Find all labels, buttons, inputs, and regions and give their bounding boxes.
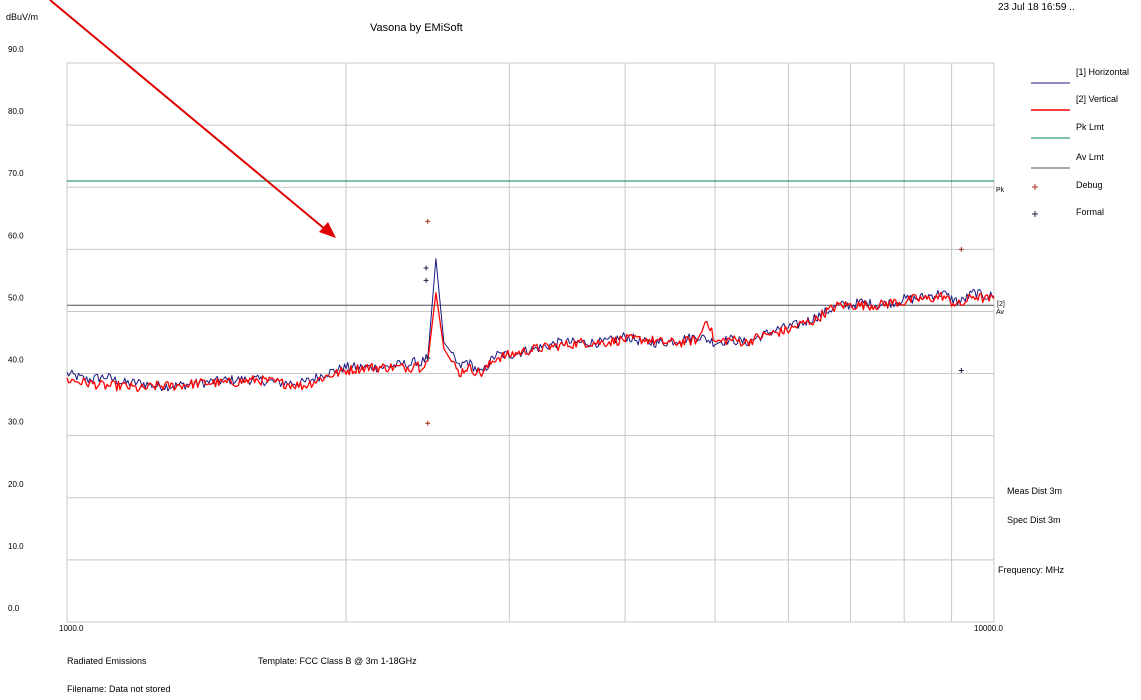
- y-tick-label: 50.0: [8, 293, 24, 302]
- meas-dist-label: Meas Dist 3m: [1007, 486, 1063, 496]
- spec-dist-label: Spec Dist 3m: [1007, 515, 1061, 525]
- limit-end-label: Pk: [996, 187, 1005, 194]
- x-tick-label: 1000.0: [59, 624, 84, 633]
- filename-label: Filename: Data not stored: [67, 684, 171, 694]
- series-line-horizontal: [66, 258, 995, 392]
- formal-marker: [425, 355, 431, 361]
- chart-title: Vasona by EMiSoft: [370, 22, 463, 34]
- plot-frame: [66, 62, 995, 623]
- legend-label: [1] Horizontal: [1076, 67, 1130, 77]
- x-tick-label: 10000.0: [974, 624, 1003, 633]
- formal-marker: [958, 367, 964, 373]
- y-tick-label: 20.0: [8, 480, 24, 489]
- y-axis-label: dBuV/m: [6, 12, 39, 22]
- y-tick-label: 40.0: [8, 356, 24, 365]
- limit-end-label: Av: [996, 309, 1005, 316]
- test-type-label: Radiated Emissions: [67, 656, 147, 666]
- y-tick-label: 10.0: [8, 542, 24, 551]
- y-tick-label: 80.0: [8, 107, 24, 116]
- y-tick-label: 0.0: [8, 604, 20, 613]
- formal-marker: [423, 265, 429, 271]
- legend-label: Formal: [1076, 207, 1105, 217]
- y-tick-label: 90.0: [8, 45, 24, 54]
- legend-label: Av Lmt: [1076, 152, 1104, 162]
- y-tick-label: 30.0: [8, 418, 24, 427]
- template-label: Template: FCC Class B @ 3m 1-18GHz: [258, 656, 417, 666]
- formal-marker: [423, 277, 429, 283]
- annotation-arrow-line: [49, 0, 327, 231]
- series-line-vertical: [66, 291, 995, 393]
- timestamp: 23 Jul 18 16:59 ..: [998, 2, 1075, 13]
- legend-label: Pk Lmt: [1076, 122, 1105, 132]
- legend-label: [2] Vertical: [1076, 94, 1119, 104]
- y-tick-label: 70.0: [8, 169, 24, 178]
- debug-marker: [425, 420, 431, 426]
- frequency-unit-label: Frequency: MHz: [998, 565, 1065, 575]
- legend-swatch-marker: [1032, 184, 1038, 190]
- debug-marker: [425, 218, 431, 224]
- y-tick-label: 60.0: [8, 231, 24, 240]
- annotation-arrow-head: [319, 222, 336, 238]
- trace-end-label: [2]: [997, 301, 1005, 308]
- debug-marker: [958, 246, 964, 252]
- legend-swatch-marker: [1032, 211, 1038, 217]
- legend-label: Debug: [1076, 180, 1103, 190]
